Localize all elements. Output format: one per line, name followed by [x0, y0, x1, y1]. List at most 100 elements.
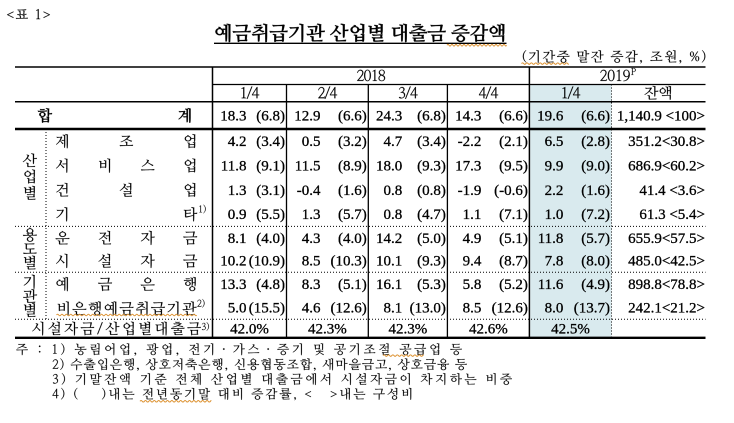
svg-text:(13.0): (13.0) — [410, 300, 446, 316]
svg-text:11.8: 11.8 — [221, 158, 247, 174]
svg-text:11.6: 11.6 — [538, 277, 564, 293]
svg-text:5.0: 5.0 — [228, 300, 247, 316]
svg-text:42.3%: 42.3% — [389, 321, 428, 337]
svg-text:(4.9): (4.9) — [581, 277, 610, 293]
svg-text:42.3%: 42.3% — [308, 321, 347, 337]
svg-text:2.2: 2.2 — [545, 183, 564, 199]
svg-text:4.3: 4.3 — [302, 231, 321, 247]
svg-text:(3.1): (3.1) — [256, 183, 285, 199]
svg-text:0.9: 0.9 — [228, 207, 247, 223]
svg-text:1.1: 1.1 — [463, 207, 482, 223]
svg-text:8.1: 8.1 — [228, 231, 247, 247]
svg-text:11.8: 11.8 — [538, 231, 564, 247]
svg-text:0.5: 0.5 — [302, 134, 321, 150]
svg-text:13.3: 13.3 — [220, 277, 246, 293]
svg-text:(10.3): (10.3) — [331, 254, 367, 270]
svg-text:42.5%: 42.5% — [551, 321, 590, 337]
svg-text:242.1<21.2>: 242.1<21.2> — [628, 300, 705, 316]
svg-text:898.8<78.8>: 898.8<78.8> — [628, 277, 705, 293]
svg-text:-1.9: -1.9 — [458, 183, 482, 199]
svg-text:(1.6): (1.6) — [581, 183, 610, 199]
svg-text:8.5: 8.5 — [463, 300, 482, 316]
svg-text:1,140.9 <100>: 1,140.9 <100> — [617, 108, 705, 124]
svg-text:(13.7): (13.7) — [574, 300, 610, 316]
svg-text:(8.7): (8.7) — [499, 254, 528, 270]
svg-text:(2.1): (2.1) — [499, 134, 528, 150]
svg-text:686.9<60.2>: 686.9<60.2> — [628, 158, 705, 174]
svg-text:18.0: 18.0 — [376, 158, 402, 174]
svg-text:-2.2: -2.2 — [458, 134, 482, 150]
svg-text:17.3: 17.3 — [455, 158, 481, 174]
svg-text:42.0%: 42.0% — [230, 321, 269, 337]
svg-text:(9.0): (9.0) — [581, 158, 610, 174]
svg-text:(3.4): (3.4) — [417, 134, 446, 150]
svg-text:(6.6): (6.6) — [581, 108, 610, 124]
svg-text:(6.8): (6.8) — [417, 108, 446, 124]
svg-text:-0.4: -0.4 — [297, 183, 321, 199]
svg-text:1.3: 1.3 — [302, 207, 321, 223]
svg-text:6.5: 6.5 — [545, 134, 564, 150]
svg-text:4.7: 4.7 — [384, 134, 403, 150]
svg-text:1.0: 1.0 — [545, 207, 564, 223]
svg-text:(10.9): (10.9) — [249, 254, 285, 270]
svg-text:8.0: 8.0 — [545, 300, 564, 316]
svg-text:9.4: 9.4 — [463, 254, 482, 270]
svg-text:8.1: 8.1 — [384, 300, 403, 316]
svg-text:4.2: 4.2 — [228, 134, 247, 150]
svg-text:(7.2): (7.2) — [581, 207, 610, 223]
svg-text:(4.8): (4.8) — [256, 277, 285, 293]
svg-text:(7.1): (7.1) — [499, 207, 528, 223]
svg-text:8.5: 8.5 — [302, 254, 321, 270]
svg-text:(2.8): (2.8) — [581, 134, 610, 150]
svg-text:18.3: 18.3 — [220, 108, 246, 124]
svg-text:5.8: 5.8 — [463, 277, 482, 293]
svg-text:14.2: 14.2 — [376, 231, 402, 247]
svg-text:4.9: 4.9 — [463, 231, 482, 247]
svg-text:(9.3): (9.3) — [417, 158, 446, 174]
svg-text:10.1: 10.1 — [376, 254, 402, 270]
svg-text:(8.0): (8.0) — [581, 254, 610, 270]
svg-text:14.3: 14.3 — [455, 108, 481, 124]
svg-text:(4.7): (4.7) — [417, 207, 446, 223]
svg-text:42.6%: 42.6% — [469, 321, 508, 337]
svg-text:9.9: 9.9 — [545, 158, 564, 174]
svg-text:(6.6): (6.6) — [499, 108, 528, 124]
svg-text:(5.5): (5.5) — [256, 207, 285, 223]
svg-text:(12.6): (12.6) — [492, 300, 528, 316]
svg-text:(4.0): (4.0) — [256, 231, 285, 247]
svg-text:(1.6): (1.6) — [338, 183, 367, 199]
svg-text:11.5: 11.5 — [295, 158, 321, 174]
svg-text:(5.2): (5.2) — [499, 277, 528, 293]
svg-text:61.3 <5.4>: 61.3 <5.4> — [639, 207, 705, 223]
svg-text:(5.0): (5.0) — [417, 231, 446, 247]
svg-text:655.9<57.5>: 655.9<57.5> — [628, 231, 705, 247]
svg-text:0.8: 0.8 — [384, 183, 403, 199]
svg-text:(5.7): (5.7) — [338, 207, 367, 223]
svg-text:351.2<30.8>: 351.2<30.8> — [628, 134, 705, 150]
svg-text:(6.8): (6.8) — [256, 108, 285, 124]
svg-text:41.4 <3.6>: 41.4 <3.6> — [639, 183, 705, 199]
svg-text:(5.1): (5.1) — [499, 231, 528, 247]
svg-text:24.3: 24.3 — [376, 108, 402, 124]
svg-text:19.6: 19.6 — [537, 108, 564, 124]
svg-text:(9.3): (9.3) — [417, 254, 446, 270]
svg-text:7.8: 7.8 — [545, 254, 564, 270]
svg-text:(15.5): (15.5) — [249, 300, 285, 316]
svg-text:(5.3): (5.3) — [417, 277, 446, 293]
svg-text:8.3: 8.3 — [302, 277, 321, 293]
svg-text:(3.2): (3.2) — [338, 134, 367, 150]
svg-text:(3.4): (3.4) — [256, 134, 285, 150]
svg-text:(9.1): (9.1) — [256, 158, 285, 174]
svg-text:(0.8): (0.8) — [417, 183, 446, 199]
svg-text:(4.0): (4.0) — [338, 231, 367, 247]
svg-text:4.6: 4.6 — [302, 300, 321, 316]
svg-text:(9.5): (9.5) — [499, 158, 528, 174]
svg-text:0.8: 0.8 — [384, 207, 403, 223]
svg-text:(8.9): (8.9) — [338, 158, 367, 174]
svg-text:485.0<42.5>: 485.0<42.5> — [628, 254, 705, 270]
svg-text:10.2: 10.2 — [220, 254, 246, 270]
svg-text:(5.1): (5.1) — [338, 277, 367, 293]
svg-text:(6.6): (6.6) — [338, 108, 367, 124]
svg-text:(12.6): (12.6) — [331, 300, 367, 316]
svg-text:1.3: 1.3 — [228, 183, 247, 199]
